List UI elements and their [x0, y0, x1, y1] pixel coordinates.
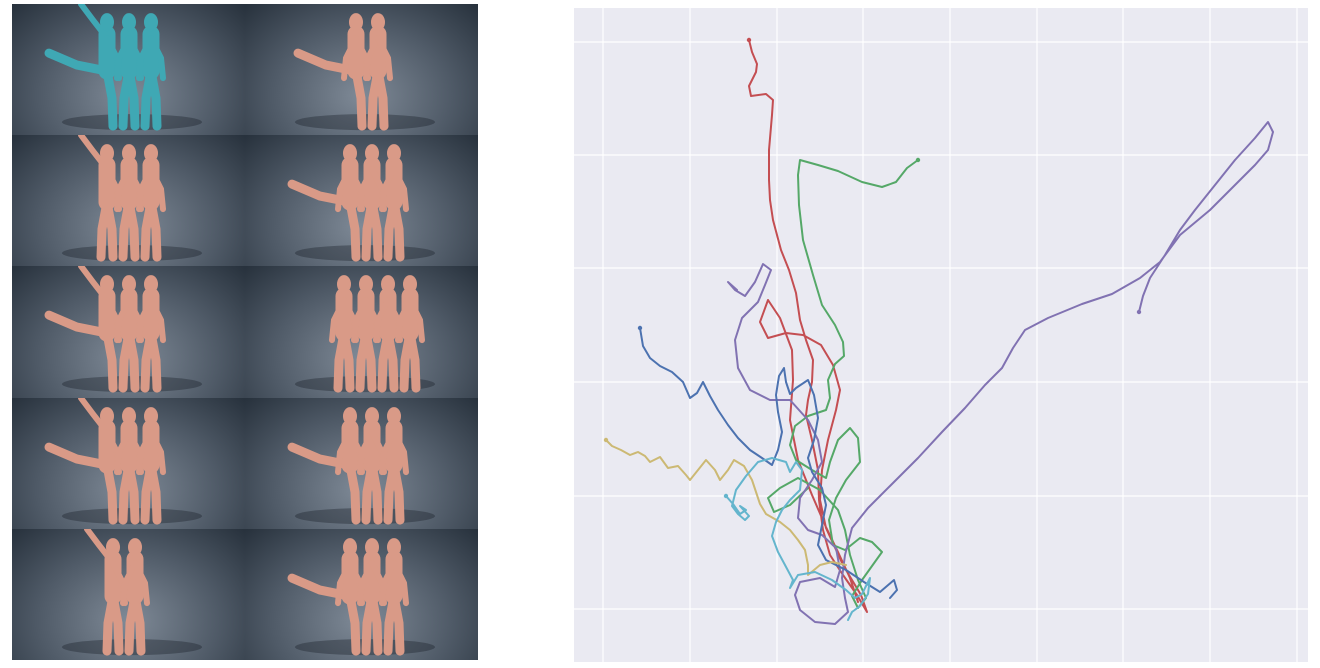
trajectory-start-point [724, 494, 728, 498]
mannequin-figure [87, 529, 125, 651]
render-tile [245, 266, 478, 397]
render-tile [12, 135, 245, 266]
render-tile [245, 135, 478, 266]
mannequin-figure [49, 266, 119, 388]
render-scene [12, 529, 245, 660]
mannequin-figure [49, 4, 119, 126]
plot-background [574, 8, 1308, 662]
mannequin-figure [139, 275, 163, 388]
mannequin-figure [123, 538, 147, 651]
render-tile [12, 266, 245, 397]
mannequin-figure [382, 407, 406, 520]
trajectory-start-point [747, 38, 751, 42]
render-tile [12, 4, 245, 135]
trajectory-start-point [1137, 310, 1141, 314]
mannequin-figure [139, 407, 163, 520]
mannequin-figure [292, 407, 362, 520]
mannequin-figure [139, 144, 163, 257]
mannequin-figure [49, 398, 119, 520]
mannequin-figure [298, 13, 368, 126]
render-scene [245, 266, 478, 397]
mannequin-figure [382, 538, 406, 651]
mannequin-figure [292, 144, 362, 257]
trajectory-plot [574, 8, 1308, 662]
mannequin-figure [292, 538, 362, 651]
render-tile [245, 4, 478, 135]
render-tile [245, 398, 478, 529]
trajectory-start-point [638, 326, 642, 330]
render-scene [12, 4, 245, 135]
render-scene [245, 398, 478, 529]
render-scene [245, 135, 478, 266]
mannequin-figure [382, 144, 406, 257]
render-scene [12, 398, 245, 529]
render-tile [12, 529, 245, 660]
render-scene [245, 4, 478, 135]
render-scene [12, 135, 245, 266]
mannequin-figure [139, 13, 163, 126]
mannequin-figure [81, 135, 119, 257]
mannequin-figure [366, 13, 390, 126]
trajectory-chart [574, 8, 1308, 662]
trajectory-start-point [916, 158, 920, 162]
render-tile [12, 398, 245, 529]
render-scene [12, 266, 245, 397]
render-grid [12, 4, 478, 660]
render-tile [245, 529, 478, 660]
render-scene [245, 529, 478, 660]
mannequin-figure [398, 275, 422, 388]
trajectory-start-point [604, 438, 608, 442]
